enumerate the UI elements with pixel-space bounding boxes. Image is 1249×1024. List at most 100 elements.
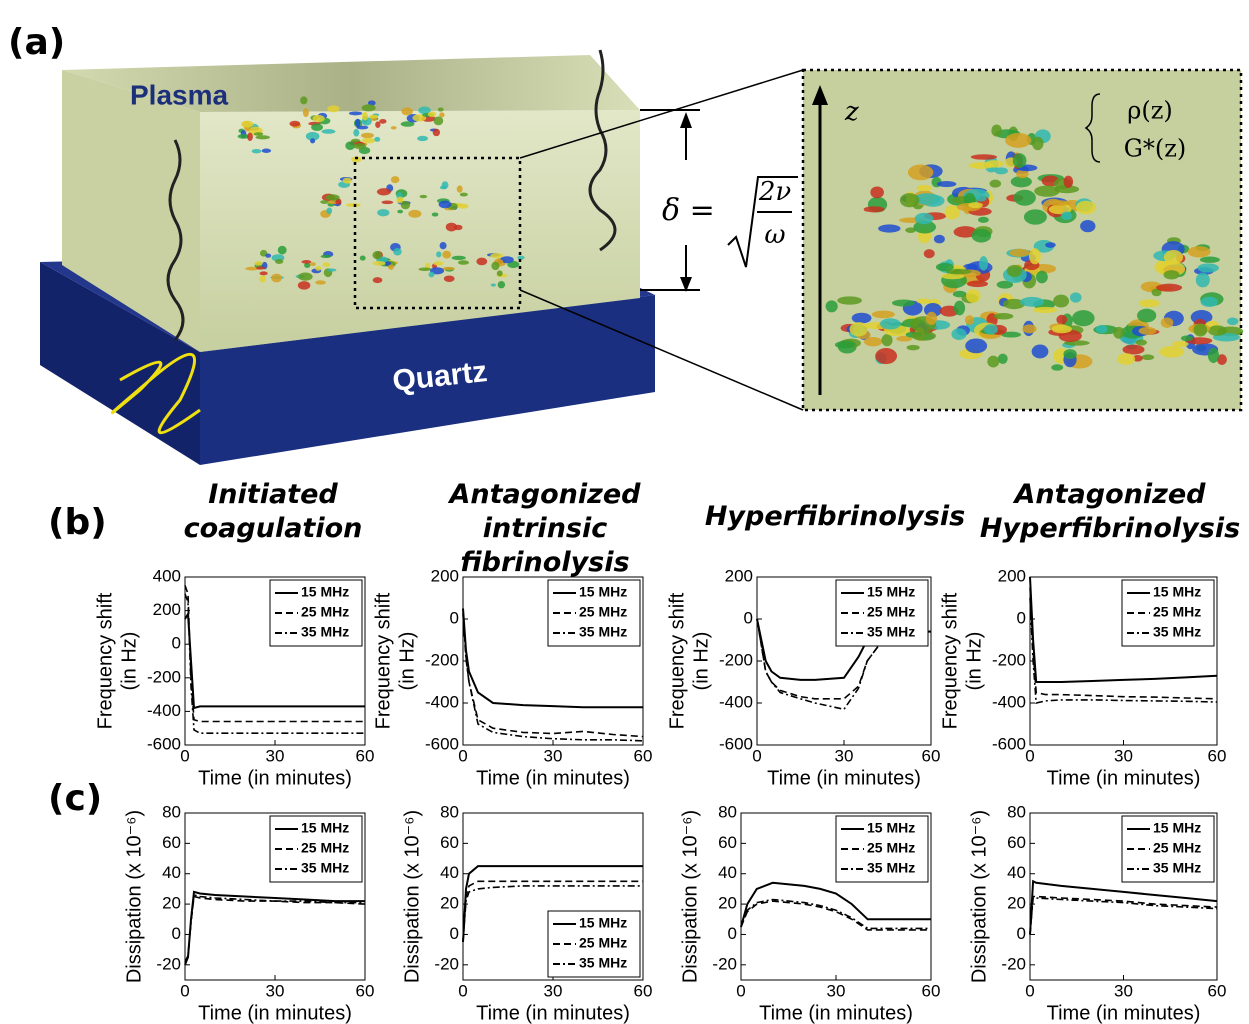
protein (1151, 288, 1162, 297)
y-axis-label: Frequency shift (94, 592, 116, 729)
series-line (184, 593, 365, 734)
protein (1135, 339, 1147, 346)
protein (379, 118, 387, 124)
protein (490, 253, 504, 259)
protein (442, 250, 452, 259)
protein (259, 275, 266, 283)
protein (1054, 185, 1080, 194)
y-tick-label: 200 (998, 566, 1026, 585)
y-axis-label: Frequency shift (666, 592, 688, 729)
protein (1051, 364, 1064, 371)
z-label: z (844, 97, 859, 127)
protein (439, 112, 445, 118)
x-tick-label: 0 (458, 981, 467, 1000)
x-tick-label: 0 (180, 981, 189, 1000)
protein (944, 205, 961, 220)
protein (1117, 353, 1136, 365)
plasma-front (200, 110, 640, 352)
protein (456, 185, 463, 193)
x-tick-label: 0 (752, 746, 761, 765)
legend-label: 35 MHz (1153, 860, 1201, 876)
protein (247, 132, 253, 142)
protein (376, 188, 391, 196)
y-tick-label: 40 (440, 863, 459, 882)
legend-label: 35 MHz (1153, 624, 1201, 640)
y-tick-label: -600 (147, 734, 181, 753)
series-line (1029, 897, 1218, 935)
y-tick-label: -600 (719, 734, 753, 753)
panel-label: (a) (8, 22, 65, 63)
y-tick-label: -20 (712, 954, 737, 973)
protein (871, 310, 895, 319)
protein (1163, 270, 1180, 280)
x-tick-label: 30 (827, 981, 846, 1000)
proteins (237, 96, 525, 290)
protein (372, 261, 386, 266)
legend-label: 25 MHz (867, 840, 915, 856)
protein (953, 226, 978, 238)
protein (1197, 263, 1219, 273)
y-tick-label: 80 (440, 802, 459, 821)
y-tick-label: -600 (425, 734, 459, 753)
panel-label: (b) (48, 502, 107, 543)
brace (1084, 93, 1101, 163)
protein (256, 266, 266, 270)
protein (251, 148, 262, 154)
quartz-front (200, 295, 655, 465)
x-axis-label: Time (in minutes) (767, 767, 921, 789)
legend-label: 35 MHz (867, 624, 915, 640)
series-line (184, 894, 365, 964)
series-line (184, 895, 366, 963)
zoom-line (519, 289, 804, 411)
protein (353, 128, 360, 137)
y-tick-label: 200 (153, 600, 181, 619)
protein (979, 256, 989, 271)
protein (870, 186, 884, 199)
series-line (1029, 587, 1218, 700)
protein (971, 228, 992, 243)
legend (835, 579, 929, 647)
protein (1032, 136, 1044, 151)
protein (439, 241, 447, 250)
protein (321, 129, 336, 134)
protein (970, 154, 998, 160)
protein (993, 313, 1014, 320)
protein (977, 216, 989, 223)
protein (397, 209, 403, 214)
arrow-head (680, 112, 692, 128)
protein (933, 234, 945, 244)
equation: G*(z) (1124, 135, 1187, 163)
protein (237, 134, 250, 139)
protein (951, 328, 967, 341)
protein (1227, 317, 1239, 326)
protein (1141, 354, 1155, 361)
protein (1005, 132, 1032, 148)
protein (1138, 326, 1157, 335)
x-tick-label: 60 (1208, 981, 1227, 1000)
protein (1072, 310, 1095, 327)
series-line (1029, 895, 1218, 935)
x-axis-label: Time (in minutes) (198, 767, 352, 789)
x-tick-label: 0 (458, 746, 467, 765)
protein (905, 227, 917, 233)
protein (1156, 283, 1183, 292)
y-tick-label: -200 (719, 650, 753, 669)
x-tick-label: 60 (922, 746, 941, 765)
legend-label: 25 MHz (579, 604, 627, 620)
x-tick-label: 30 (544, 746, 563, 765)
protein (428, 271, 435, 278)
y-tick-label: -600 (992, 734, 1026, 753)
series-line (462, 614, 644, 742)
zoom-box (353, 156, 522, 310)
legend-label: 15 MHz (579, 915, 627, 931)
sqrt (727, 176, 798, 268)
protein (953, 300, 966, 316)
proteins (825, 124, 1244, 371)
protein (1056, 314, 1068, 325)
protein (1163, 249, 1184, 265)
x-tick-label: 30 (544, 981, 563, 1000)
protein (442, 266, 455, 271)
series-line (1029, 597, 1218, 704)
y-tick-label: 0 (172, 924, 181, 943)
protein (499, 256, 514, 264)
